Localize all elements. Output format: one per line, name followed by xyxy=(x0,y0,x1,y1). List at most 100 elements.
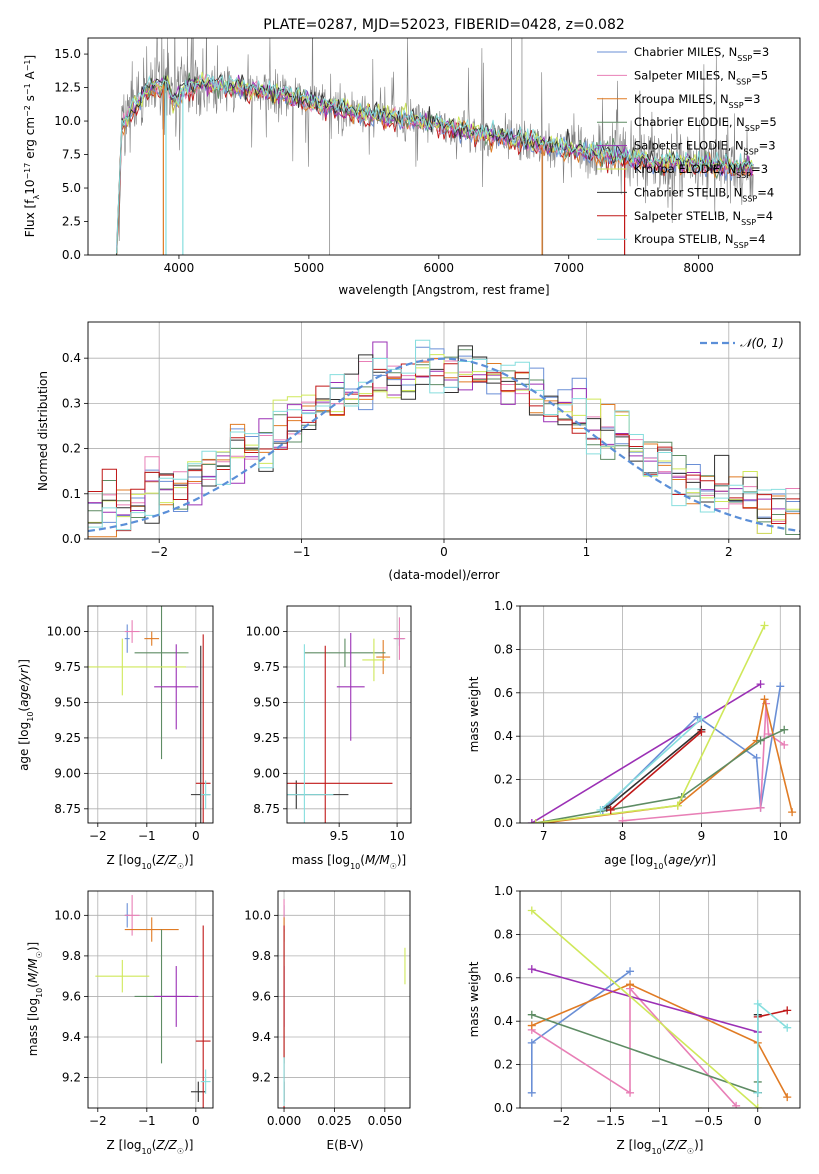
text-part: age [log xyxy=(17,722,31,771)
weight-series-line xyxy=(531,968,759,1033)
text-part: =4 xyxy=(756,209,773,223)
plot-area xyxy=(88,891,213,1108)
y-tick-label: 9.6 xyxy=(62,989,81,1003)
text-part: 10 xyxy=(26,712,35,722)
weight-point-marker xyxy=(783,1023,792,1032)
weight-point-marker xyxy=(753,999,762,1008)
legend-entry-label: Salpeter MILES, NSSP=5 xyxy=(634,68,768,86)
weight-series-line xyxy=(535,625,766,823)
y-tick-label: 0.4 xyxy=(62,351,81,365)
axes-frame xyxy=(519,605,801,824)
y-tick-label: 0.6 xyxy=(494,686,513,700)
text-part: SSP xyxy=(744,147,759,156)
x-tick-label: 4000 xyxy=(164,261,195,275)
observed-spectrum xyxy=(116,38,754,255)
x-tick-label: 8 xyxy=(619,829,627,843)
legend-entry-label: 𝒩(0, 1) xyxy=(740,336,784,350)
x-axis-label: mass [log10(M/M☉)] xyxy=(292,853,407,871)
plot-area xyxy=(88,322,800,539)
text-part: Z/Z xyxy=(155,1138,177,1152)
text-part: )] xyxy=(184,1138,193,1152)
text-part: 10 xyxy=(142,1147,152,1156)
weight-point-marker xyxy=(626,980,635,989)
y-tick-label: 9.8 xyxy=(252,949,271,963)
text-part: Kroupa ELODIE, N xyxy=(634,162,736,176)
x-tick-label: 0 xyxy=(192,829,200,843)
x-tick-label: 10 xyxy=(773,829,788,843)
text-part: ( xyxy=(17,707,31,712)
model-spectrum-line xyxy=(116,74,754,254)
x-tick-label: −1.5 xyxy=(596,1114,625,1128)
text-part: Z/Z xyxy=(155,853,177,867)
weight-series-line xyxy=(531,1013,759,1094)
axes-frame xyxy=(87,890,214,1109)
x-axis-label: (data-model)/error xyxy=(388,568,499,582)
plot-area xyxy=(520,891,800,1108)
text-part: ] xyxy=(23,55,37,60)
text-part: mass [log xyxy=(26,998,40,1056)
text-part: SSP xyxy=(734,241,749,250)
text-part: 10 xyxy=(350,862,360,871)
text-part: SSP xyxy=(741,217,756,226)
legend-entry-label: Kroupa MILES, NSSP=3 xyxy=(634,92,760,110)
text-part: ☉ xyxy=(687,1147,694,1156)
y-tick-label: 1.0 xyxy=(494,599,513,613)
x-axis-label: age [log10(age/yr)] xyxy=(604,853,716,871)
text-part: M/M xyxy=(365,853,390,867)
text-part: −1 xyxy=(23,83,32,95)
y-tick-label: 10.0 xyxy=(54,908,81,922)
weight-series-line xyxy=(599,718,702,811)
weight-point-marker xyxy=(732,1101,741,1108)
y-axis-label: mass weight xyxy=(467,676,481,752)
text-part: age/yr xyxy=(668,853,707,867)
weight-point-marker xyxy=(753,1104,762,1108)
text-part: mass [log xyxy=(292,853,350,867)
weight-series-line xyxy=(756,1002,788,1093)
x-tick-label: 10 xyxy=(389,829,404,843)
text-part: Z [log xyxy=(107,1138,142,1152)
text-part: Chabrier MILES, N xyxy=(634,45,737,59)
y-tick-label: 10.0 xyxy=(244,908,271,922)
weight-point-marker xyxy=(606,805,615,814)
axes-z-mass: −2 −1 0 9.2 9.4 9.6 9.8 10.0 xyxy=(54,890,214,1128)
legend-entry-label: Kroupa ELODIE, NSSP=3 xyxy=(634,162,768,180)
x-tick-label: −1 xyxy=(138,829,156,843)
text-part: ( xyxy=(26,983,40,988)
x-tick-label: 7000 xyxy=(553,261,584,275)
text-part: Flux [f xyxy=(23,199,37,237)
text-part: =4 xyxy=(749,232,766,246)
y-tick-label: 0.0 xyxy=(62,248,81,262)
weight-point-marker xyxy=(527,1010,536,1019)
text-part: 10 xyxy=(652,1147,662,1156)
residual-histogram xyxy=(88,345,800,524)
y-tick-label: 1.0 xyxy=(494,884,513,898)
weight-point-marker xyxy=(527,1088,536,1097)
y-tick-label: 10.00 xyxy=(246,625,280,639)
y-tick-label: 8.75 xyxy=(54,802,81,816)
x-tick-label: 9 xyxy=(698,829,706,843)
axes-frame xyxy=(519,890,801,1109)
weight-point-marker xyxy=(531,819,540,823)
x-tick-label: −1 xyxy=(293,545,311,559)
text-part: SSP xyxy=(736,171,751,180)
text-part: =5 xyxy=(751,68,768,82)
text-part: Salpeter STELIB, N xyxy=(634,209,741,223)
x-tick-label: 0.000 xyxy=(267,1114,301,1128)
y-tick-label: 9.25 xyxy=(54,731,81,745)
weight-series-line xyxy=(531,683,762,823)
weight-point-marker xyxy=(780,725,789,734)
y-tick-label: 0.2 xyxy=(494,773,513,787)
weight-series-line xyxy=(531,986,737,1107)
weight-series-line xyxy=(531,909,759,1108)
residual-histogram xyxy=(88,363,800,532)
x-tick-label: 2 xyxy=(725,545,733,559)
y-tick-label: 0.0 xyxy=(494,816,513,830)
x-axis-label: wavelength [Angstrom, rest frame] xyxy=(338,283,549,297)
y-tick-label: 0.8 xyxy=(494,927,513,941)
weight-point-marker xyxy=(539,819,548,823)
y-tick-label: 5.0 xyxy=(62,181,81,195)
x-tick-label: −1 xyxy=(138,1114,156,1128)
x-tick-label: 5000 xyxy=(294,261,325,275)
